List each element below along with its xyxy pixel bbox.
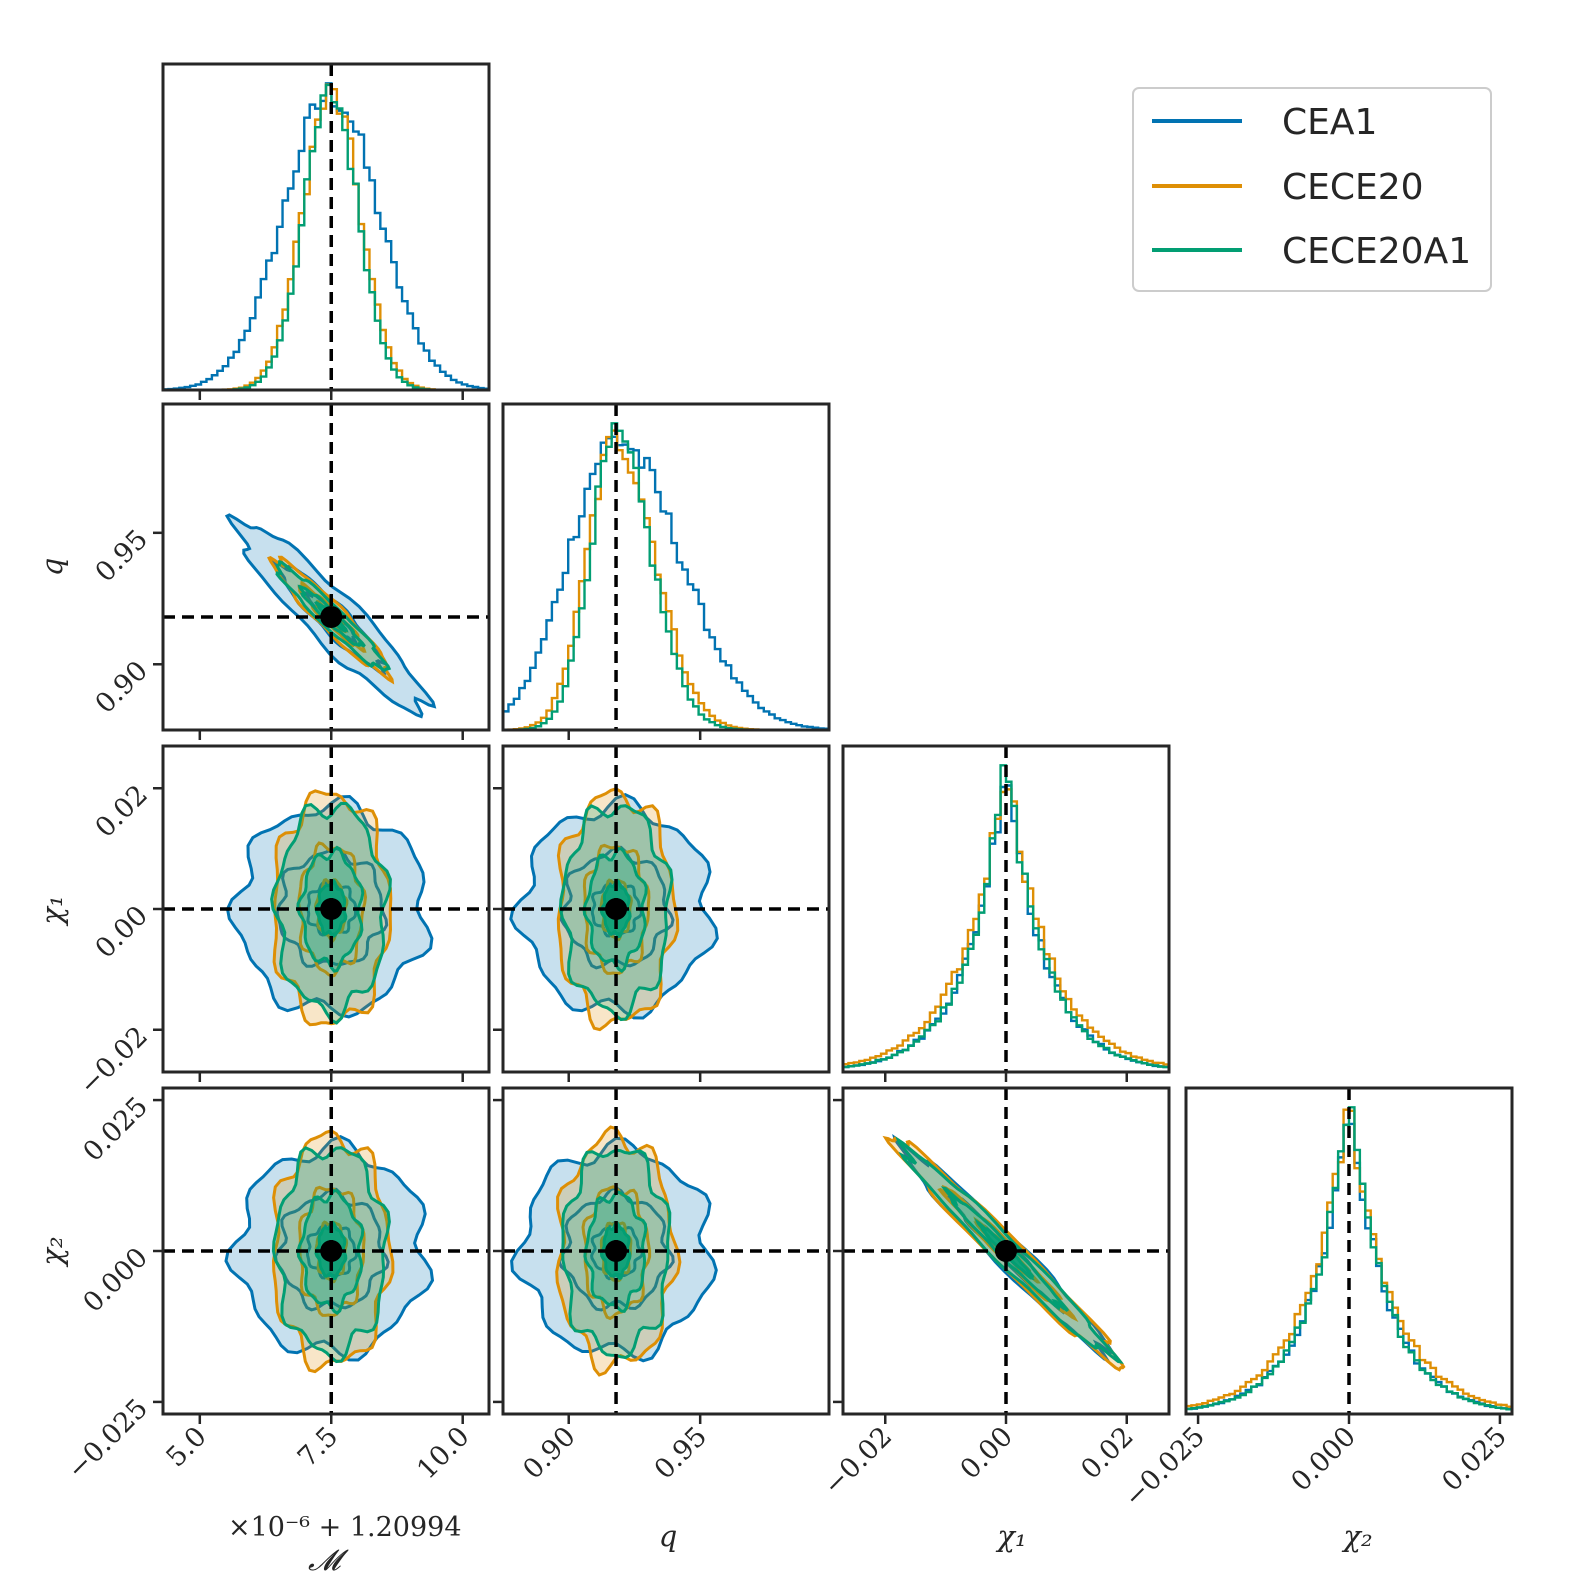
contour-cea1-Mc-chi2-2 (305, 1222, 359, 1280)
ytick-label-q-0: 0.90 (90, 655, 154, 719)
xlabel-mc: 𝓜 (308, 1543, 349, 1577)
xtick-label-chi1-1: 0.00 (955, 1421, 1019, 1485)
truth-point-Mc-chi2 (320, 1240, 343, 1262)
legend: CEA1 CECE20 CECE20A1 (1132, 87, 1492, 292)
panel-content (503, 1088, 829, 1414)
ytick-label-chi2-0: −0.025 (61, 1393, 154, 1486)
panel-content (163, 64, 489, 390)
ylabel-chi1: χ₁ (35, 895, 69, 926)
panel-chi1-Mc: −0.02 0.00 0.02 (74, 744, 491, 1101)
ytick-label-chi2-1: 0.000 (77, 1242, 154, 1319)
xtick-label-q-1: 0.95 (649, 1421, 713, 1485)
ytick-label-q-1: 0.95 (90, 524, 154, 588)
panel-content (843, 1088, 1169, 1414)
hist-cece20-q (503, 429, 829, 730)
panel-frame-Mc-Mc (161, 62, 491, 392)
legend-label-cea1: CEA1 (1282, 102, 1377, 143)
xtick-label-chi1-0: −0.02 (818, 1421, 898, 1501)
contour-cea1-q-chi1-2 (590, 880, 643, 938)
xtick-label-chi2-2: 0.025 (1436, 1421, 1513, 1498)
truth-point-q-chi1 (605, 898, 628, 920)
panel-content (163, 404, 489, 730)
panel-frame-q-Mc (161, 402, 491, 732)
legend-label-cece20: CECE20 (1282, 167, 1424, 208)
xlabel-chi2: χ₂ (1341, 1519, 1372, 1553)
panel-chi2-q: 0.90 0.95 (493, 1086, 831, 1485)
hist-cece20-Mc (163, 83, 489, 390)
contour-cea1-q-chi2-2 (590, 1221, 644, 1281)
xtick-label-q-0: 0.90 (517, 1421, 581, 1485)
hist-cece20a1-Mc (163, 83, 489, 390)
legend-label-cece20a1: CECE20A1 (1282, 231, 1471, 272)
mc-offset-text: ×10⁻⁶ + 1.20994 (228, 1512, 462, 1543)
xtick-label-Mc-1: 7.5 (292, 1421, 344, 1473)
panel-Mc-Mc (161, 62, 491, 400)
ylabel-chi2: χ₂ (35, 1236, 69, 1267)
panel-frame-q-q (501, 402, 831, 732)
xtick-label-Mc-2: 10.0 (411, 1421, 475, 1485)
panel-chi2-chi1: −0.02 0.00 0.02 (818, 1086, 1171, 1501)
ytick-label-chi1-0: −0.02 (74, 1021, 154, 1101)
panel-content (503, 746, 829, 1072)
hist-cea1-Mc (163, 82, 489, 390)
hist-cece20a1-q (503, 422, 829, 730)
xtick-label-chi1-2: 0.02 (1075, 1421, 1139, 1485)
xlabel-q: q (659, 1519, 678, 1553)
panel-q-q (501, 402, 831, 740)
xlabel-chi1: χ₁ (995, 1519, 1026, 1553)
panel-content (503, 404, 829, 730)
panel-content (843, 746, 1169, 1072)
ylabel-q: q (35, 558, 69, 577)
hist-cea1-q (503, 435, 829, 730)
truth-point-Mc-chi1 (320, 898, 343, 920)
truth-point-Mc-q (320, 605, 343, 628)
legend-frame (1132, 87, 1492, 292)
ytick-label-chi1-1: 0.00 (90, 900, 154, 964)
panel-chi1-chi1 (841, 744, 1171, 1082)
panel-content (1186, 1088, 1512, 1414)
xtick-label-Mc-0: 5.0 (160, 1421, 212, 1473)
panel-content (163, 746, 489, 1072)
panel-chi2-chi2: −0.025 0.000 0.025 (1118, 1086, 1514, 1514)
panel-q-Mc: 0.90 0.95 (90, 402, 491, 740)
panel-content (163, 1088, 489, 1414)
xtick-label-chi2-0: −0.025 (1118, 1421, 1211, 1514)
truth-point-q-chi2 (605, 1240, 628, 1262)
truth-point-chi1-chi2 (995, 1240, 1017, 1262)
ytick-label-chi2-2: 0.025 (77, 1091, 154, 1168)
panel-chi2-Mc: 5.0 7.5 10.0 −0.025 0.000 0.025 (61, 1086, 491, 1486)
panel-chi1-q (493, 744, 831, 1082)
xtick-label-chi2-1: 0.000 (1285, 1421, 1362, 1498)
ytick-label-chi1-2: 0.02 (90, 779, 154, 843)
